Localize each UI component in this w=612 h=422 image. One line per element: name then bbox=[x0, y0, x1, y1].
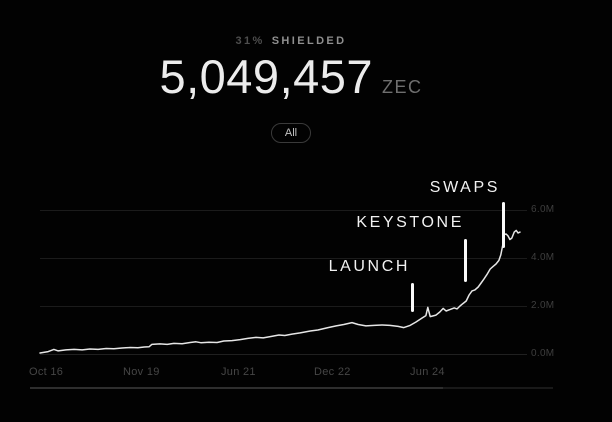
time-scrubber-track bbox=[443, 387, 553, 389]
annotation-launch: LAUNCH bbox=[328, 258, 410, 275]
gridline-4m bbox=[40, 258, 527, 259]
currency-unit: ZEC bbox=[382, 77, 423, 97]
x-axis-label: Dec 22 bbox=[314, 366, 351, 378]
y-axis-label: 6.0M bbox=[531, 204, 555, 215]
gridline-2m bbox=[40, 306, 527, 307]
shielded-label: SHIELDED bbox=[271, 35, 347, 47]
y-axis-label: 4.0M bbox=[531, 252, 555, 263]
shielded-amount: 5,049,457 bbox=[159, 50, 374, 103]
time-range-all-button[interactable]: All bbox=[271, 123, 311, 143]
y-axis-label: 0.0M bbox=[531, 348, 555, 359]
x-axis-label: Jun 21 bbox=[221, 366, 256, 378]
shielded-amount-row: 5,049,457 ZEC bbox=[0, 53, 582, 100]
launch-marker-line bbox=[411, 283, 414, 312]
x-axis-label: Nov 19 bbox=[123, 366, 160, 378]
x-axis-label: Oct 16 bbox=[29, 366, 64, 378]
gridline-6m bbox=[40, 210, 527, 211]
annotation-swaps: SWAPS bbox=[429, 179, 500, 196]
swaps-marker-line bbox=[502, 202, 505, 248]
time-scrubber-bar[interactable] bbox=[30, 387, 443, 389]
x-axis-label: Jun 24 bbox=[410, 366, 445, 378]
gridline-0m bbox=[40, 354, 527, 355]
annotation-keystone: KEYSTONE bbox=[356, 214, 464, 231]
supply-line bbox=[39, 229, 521, 354]
y-axis-label: 2.0M bbox=[531, 300, 555, 311]
shielded-percent: 31% bbox=[235, 35, 265, 47]
keystone-marker-line bbox=[464, 239, 467, 282]
shielded-percent-row: 31% SHIELDED bbox=[0, 35, 582, 47]
